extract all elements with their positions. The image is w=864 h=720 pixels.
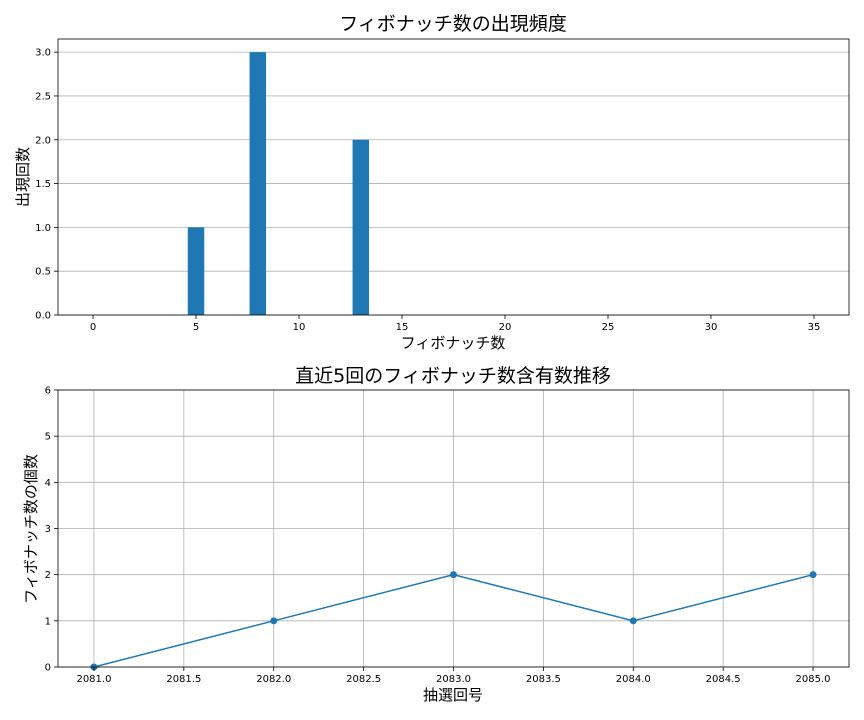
chart2-x-tick-label: 2083.0 <box>436 674 471 685</box>
chart2-x-tick-label: 2081.0 <box>76 674 111 685</box>
chart2-y-tick-label: 0 <box>45 663 51 674</box>
chart1-x-tick-label: 0 <box>90 322 96 333</box>
line-chart-recent-fibonacci-count: 2081.0 2081.5 2082.0 2082.5 2083.0 2083.5 2084… <box>22 365 850 704</box>
chart1-x-tick-label: 10 <box>293 322 306 333</box>
chart1-y-tick-label: 0.0 <box>35 311 51 322</box>
chart1-x-tick-label: 30 <box>705 322 718 333</box>
chart1-title: フィボナッチ数の出現頻度 <box>339 13 567 35</box>
chart2-data-point <box>809 571 817 579</box>
chart2-y-tick-label: 5 <box>45 432 51 443</box>
chart1-bar <box>187 227 205 315</box>
chart1-y-ticks: 0.0 0.5 1.0 1.5 2.0 2.5 3.0 <box>35 48 58 322</box>
chart2-data-point <box>270 617 278 625</box>
chart1-y-tick-label: 2.0 <box>35 135 51 146</box>
chart1-x-ticks: 0 5 10 15 20 25 30 35 <box>90 315 821 333</box>
chart1-x-tick-label: 20 <box>499 322 512 333</box>
chart2-gridlines <box>58 389 849 668</box>
chart1-gridlines <box>58 51 849 316</box>
bar-chart-fibonacci-frequency: 0 5 10 15 20 25 30 35 0.0 0.5 1.0 1.5 2.0 2.5 3.0 フィボ… <box>14 13 850 352</box>
chart2-y-tick-label: 1 <box>45 616 51 627</box>
chart1-x-tick-label: 35 <box>808 322 821 333</box>
chart2-x-tick-label: 2082.0 <box>256 674 291 685</box>
chart1-x-tick-label: 25 <box>602 322 615 333</box>
chart2-y-ticks: 0 1 2 3 4 5 6 <box>45 386 58 674</box>
chart2-title: 直近5回のフィボナッチ数含有数推移 <box>295 365 611 387</box>
chart1-x-tick-label: 15 <box>396 322 409 333</box>
chart2-x-axis-label: 抽選回号 <box>423 686 483 704</box>
chart1-bar <box>249 52 267 316</box>
chart2-points <box>90 571 817 671</box>
chart1-y-tick-label: 1.5 <box>35 179 51 190</box>
chart2-y-tick-label: 6 <box>45 386 51 397</box>
chart2-x-tick-label: 2084.5 <box>706 674 741 685</box>
chart2-y-tick-label: 4 <box>45 478 51 489</box>
chart2-x-tick-label: 2081.5 <box>166 674 201 685</box>
chart1-bar <box>352 139 370 315</box>
chart1-y-tick-label: 3.0 <box>35 48 51 59</box>
chart1-y-axis-label: 出現回数 <box>14 147 32 207</box>
chart1-x-tick-label: 5 <box>193 322 199 333</box>
chart2-x-tick-label: 2083.5 <box>526 674 561 685</box>
chart2-x-tick-label: 2084.0 <box>616 674 651 685</box>
chart1-y-tick-label: 1.0 <box>35 223 51 234</box>
chart1-x-axis-label: フィボナッチ数 <box>401 334 506 352</box>
chart2-data-point <box>629 617 637 625</box>
chart1-y-tick-label: 2.5 <box>35 91 51 102</box>
chart2-x-tick-label: 2085.0 <box>796 674 831 685</box>
chart2-x-tick-label: 2082.5 <box>346 674 381 685</box>
chart1-y-tick-label: 0.5 <box>35 267 51 278</box>
chart1-bars <box>187 52 370 316</box>
chart2-y-axis-label: フィボナッチ数の個数 <box>22 454 40 604</box>
chart2-data-point <box>450 571 457 579</box>
chart2-x-ticks: 2081.0 2081.5 2082.0 2082.5 2083.0 2083.5 2084… <box>76 667 831 685</box>
chart1-plot-frame <box>57 38 850 316</box>
chart2-y-tick-label: 2 <box>45 570 51 581</box>
chart2-y-tick-label: 3 <box>45 524 51 535</box>
